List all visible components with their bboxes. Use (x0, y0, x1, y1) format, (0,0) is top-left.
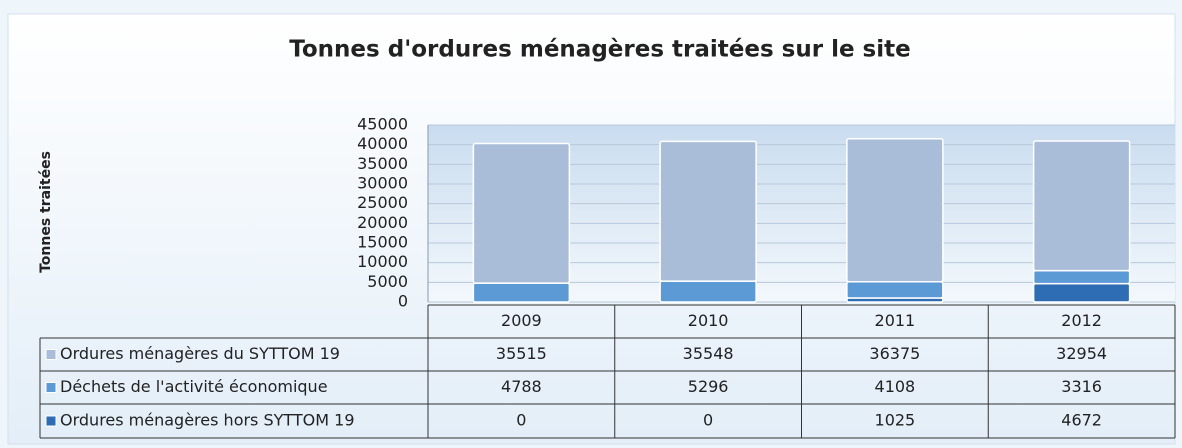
legend-label: Ordures ménagères du SYTTOM 19 (60, 344, 340, 363)
legend-label: Déchets de l'activité économique (60, 377, 328, 396)
y-tick-label: 5000 (367, 272, 408, 291)
table-value: 4108 (875, 377, 916, 396)
bar-segment (846, 281, 944, 299)
table-value: 5296 (688, 377, 729, 396)
x-tick-label: 2009 (501, 311, 542, 330)
y-tick-label: 40000 (357, 134, 408, 153)
y-tick-label: 0 (398, 292, 408, 311)
legend-swatch (45, 349, 57, 360)
bar-segment (659, 140, 757, 282)
legend-label: Ordures ménagères hors SYTTOM 19 (60, 411, 355, 430)
legend-swatch (45, 382, 57, 393)
table-value: 0 (516, 411, 526, 430)
y-tick-label: 25000 (357, 193, 408, 212)
bar-segment (1032, 140, 1131, 272)
y-tick-label: 15000 (357, 233, 408, 252)
y-tick-label: 30000 (357, 174, 408, 193)
y-axis-label: Tonnes traitées (38, 151, 54, 273)
table-value: 4672 (1061, 411, 1102, 430)
bar-segment (846, 137, 944, 283)
y-tick-label: 45000 (357, 115, 408, 134)
table-value: 35515 (496, 344, 547, 363)
y-tick-label: 10000 (357, 252, 408, 271)
bar-segment (1032, 282, 1131, 303)
y-tick-label: 20000 (357, 213, 408, 232)
y-tick-label: 35000 (357, 154, 408, 173)
legend-swatch (45, 415, 57, 427)
bar-segment (472, 142, 571, 284)
table-value: 35548 (683, 344, 734, 363)
x-tick-label: 2012 (1061, 311, 1102, 330)
table-value: 3316 (1061, 377, 1102, 396)
x-tick-label: 2011 (875, 311, 916, 330)
table-value: 4788 (501, 377, 542, 396)
bar-segment (1032, 269, 1131, 285)
bar-segment (472, 282, 571, 303)
table-value: 32954 (1056, 344, 1107, 363)
table-value: 0 (703, 411, 713, 430)
chart-title: Tonnes d'ordures ménagères traitées sur … (289, 37, 910, 63)
bar-segment (659, 280, 757, 303)
table-value: 1025 (875, 411, 916, 430)
x-tick-label: 2010 (688, 311, 729, 330)
table-value: 36375 (869, 344, 920, 363)
